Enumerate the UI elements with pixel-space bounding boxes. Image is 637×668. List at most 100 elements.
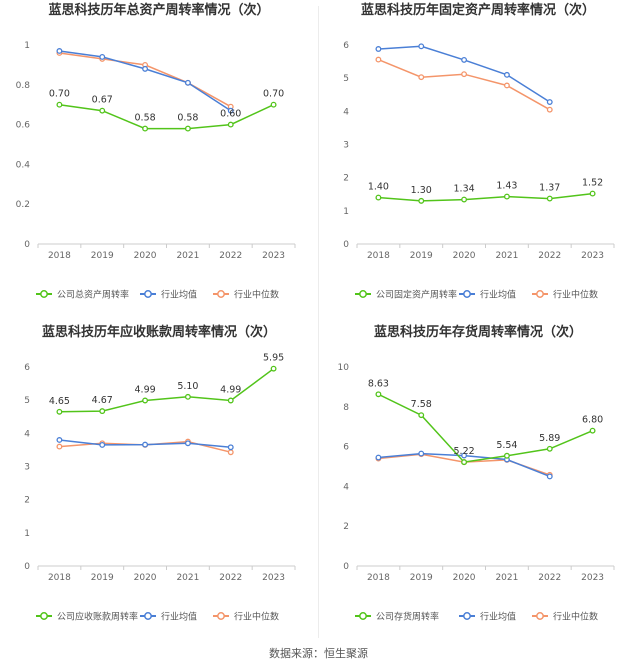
x-tick-label: 2022	[538, 251, 561, 261]
chart-total-assets: 蓝思科技历年总资产周转率情况（次） 0 0.2 0.4 0.6 0.8 1 2018 2019 2…	[16, 2, 296, 301]
industry_avg-point	[418, 450, 425, 457]
y-tick-label: 6	[343, 41, 349, 51]
company-point	[227, 397, 234, 404]
data-label: 0.67	[92, 95, 113, 106]
industry_avg-point	[546, 99, 553, 105]
x-tick-label: 2021	[495, 573, 518, 583]
data-label: 5.10	[177, 381, 198, 392]
data-label: 0.60	[220, 109, 241, 120]
y-tick-label: 0.2	[16, 200, 30, 210]
y-tick-label: 0.6	[16, 121, 31, 131]
industry_median-line	[378, 58, 551, 111]
industry_median-point	[375, 56, 382, 63]
company-point	[375, 391, 382, 398]
company-point	[184, 393, 191, 400]
x-tick-label: 2018	[48, 573, 71, 583]
industry_avg-point	[142, 65, 149, 72]
company-line	[59, 103, 274, 130]
company-point	[589, 190, 596, 197]
industry_avg-point	[56, 437, 63, 443]
data-label: 4.99	[220, 384, 241, 395]
industry_median-point	[461, 71, 468, 78]
chart-panel-fixed-assets: 蓝思科技历年固定资产周转率情况（次） 0 1 2 3 4 5 6 2018 2019 2020 202…	[319, 0, 637, 322]
data-label: 8.63	[368, 378, 389, 389]
x-tick-label: 2020	[134, 251, 157, 261]
legend-swatch-marker	[144, 612, 152, 620]
legend-label: 行业均值	[480, 289, 516, 301]
company-point	[56, 101, 63, 108]
column-divider	[318, 6, 319, 638]
company-line	[378, 192, 593, 202]
industry_avg-point	[375, 46, 382, 52]
chart-title: 蓝思科技历年应收账款周转率情况（次）	[42, 324, 276, 340]
data-label: 5.95	[263, 353, 284, 364]
industry_avg-point	[99, 53, 106, 60]
x-tick-label: 2020	[453, 573, 476, 583]
industry_median-point	[503, 82, 510, 89]
y-tick-label: 1	[24, 529, 30, 539]
x-tick-label: 2023	[262, 251, 285, 261]
y-tick-label: 3	[24, 463, 30, 473]
industry_avg-point	[461, 56, 468, 63]
y-tick-label: 0	[343, 562, 349, 572]
data-label: 1.30	[411, 185, 432, 196]
legend-swatch-marker	[359, 290, 367, 298]
x-tick-label: 2021	[495, 251, 518, 261]
company-point	[546, 445, 553, 452]
legend-swatch-marker	[359, 612, 367, 620]
legend-label: 行业均值	[480, 611, 516, 623]
company-point	[461, 196, 468, 203]
company-point	[184, 125, 191, 132]
company-point	[142, 397, 149, 404]
x-tick-label: 2019	[91, 251, 114, 261]
y-tick-label: 1	[343, 207, 349, 217]
y-tick-label: 4	[24, 429, 30, 439]
x-tick-label: 2020	[134, 573, 157, 583]
data-label: 5.54	[496, 440, 517, 451]
y-tick-label: 0	[24, 562, 30, 572]
data-label: 1.34	[454, 184, 475, 195]
x-tick-label: 2018	[367, 573, 390, 583]
company-point	[270, 365, 277, 372]
y-tick-label: 8	[343, 403, 349, 413]
company-point	[270, 101, 277, 108]
chart-receivables: 蓝思科技历年应收账款周转率情况（次） 0 1 2 3 4 5 6 2018 2019 2020 202…	[24, 324, 296, 623]
y-tick-label: 0.4	[16, 160, 31, 170]
legend-label: 行业均值	[161, 289, 197, 301]
legend-label: 公司应收账款周转率	[57, 611, 138, 623]
y-tick-label: 2	[343, 522, 349, 532]
legend-label: 行业中位数	[553, 289, 598, 301]
legend-label: 行业中位数	[234, 289, 279, 301]
data-label: 4.99	[135, 384, 156, 395]
industry_avg-point	[375, 454, 382, 461]
x-tick-label: 2021	[176, 573, 199, 583]
company-point	[546, 195, 553, 202]
data-label: 1.37	[539, 183, 560, 194]
y-tick-label: 4	[343, 482, 349, 492]
x-tick-label: 2019	[91, 573, 114, 583]
industry_avg-point	[56, 48, 63, 54]
x-tick-label: 2018	[367, 251, 390, 261]
company-point	[142, 125, 149, 132]
legend-label: 公司存货周转率	[376, 611, 439, 623]
y-tick-label: 10	[338, 363, 350, 373]
data-label: 4.65	[49, 396, 70, 407]
company-point	[589, 427, 596, 434]
y-tick-label: 0	[343, 240, 349, 250]
y-tick-label: 5	[24, 396, 30, 406]
x-tick-label: 2023	[581, 573, 604, 583]
company-point	[503, 452, 510, 459]
legend-swatch-marker	[40, 612, 48, 620]
legend-swatch-marker	[536, 290, 544, 298]
chart-panel-inventory: 蓝思科技历年存货周转率情况（次） 0 2 4 6 8 10 2018 2019 2020 2021 2…	[319, 322, 637, 644]
x-tick-label: 2019	[410, 573, 433, 583]
company-line	[59, 368, 275, 413]
legend-label: 行业均值	[161, 611, 197, 623]
chart-panel-receivables: 蓝思科技历年应收账款周转率情况（次） 0 1 2 3 4 5 6 2018 2019 2020 202…	[0, 322, 318, 644]
industry_median-point	[546, 106, 553, 113]
chart-fixed-assets: 蓝思科技历年固定资产周转率情况（次） 0 1 2 3 4 5 6 2018 2019 2020 202…	[343, 2, 615, 301]
y-tick-label: 5	[343, 74, 349, 84]
chart-panel-total-assets: 蓝思科技历年总资产周转率情况（次） 0 0.2 0.4 0.6 0.8 1 2018 2019 2…	[0, 0, 318, 322]
industry_median-line	[59, 52, 232, 108]
